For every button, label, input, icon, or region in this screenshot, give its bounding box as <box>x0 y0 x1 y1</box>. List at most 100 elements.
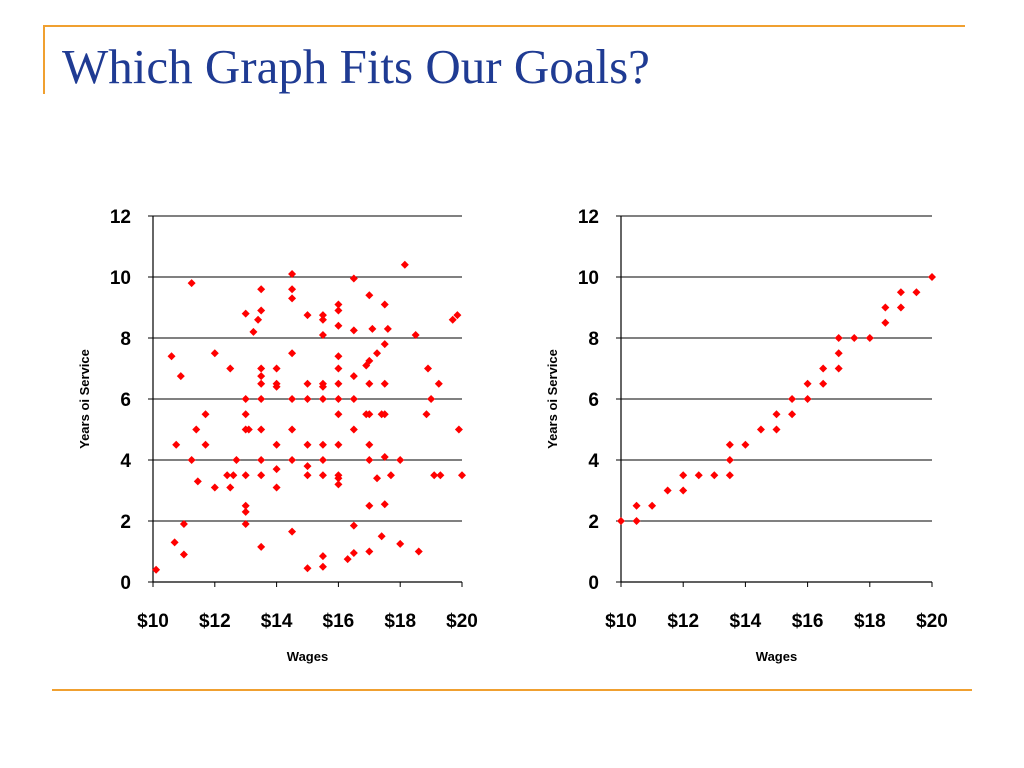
data-point <box>373 474 382 483</box>
x-tick-label: $20 <box>916 611 948 632</box>
data-point <box>303 379 312 388</box>
data-point <box>414 547 423 556</box>
data-point <box>365 356 374 365</box>
data-point <box>365 440 374 449</box>
data-point <box>303 395 312 403</box>
data-point <box>380 452 389 461</box>
data-point <box>912 288 921 297</box>
data-point <box>819 379 828 388</box>
data-point <box>453 311 462 320</box>
data-point <box>334 440 343 449</box>
data-point <box>241 507 250 516</box>
y-tick-label: 6 <box>120 390 131 411</box>
data-point <box>896 288 905 297</box>
data-point <box>201 440 210 449</box>
y-tick-label: 4 <box>120 451 131 472</box>
data-point <box>349 326 358 335</box>
data-point <box>241 309 250 318</box>
x-tick-label: $16 <box>323 611 355 632</box>
data-point <box>850 334 859 342</box>
data-point <box>187 279 196 288</box>
data-point <box>257 542 266 551</box>
data-point <box>679 471 688 480</box>
x-tick-label: $16 <box>792 611 824 632</box>
data-point <box>303 311 312 320</box>
data-point <box>223 471 232 480</box>
data-point <box>272 483 281 492</box>
data-point <box>881 318 890 327</box>
data-point <box>632 517 641 525</box>
data-point <box>334 300 343 309</box>
data-point <box>368 324 377 333</box>
data-point <box>334 379 343 388</box>
x-tick-label: $10 <box>137 611 169 632</box>
data-point <box>865 334 874 342</box>
data-point <box>318 471 327 480</box>
y-tick-label: 8 <box>120 329 131 350</box>
data-point <box>430 471 439 480</box>
data-point <box>257 471 266 480</box>
data-point <box>318 315 327 324</box>
data-point <box>334 395 343 403</box>
data-point <box>241 395 250 403</box>
data-point <box>803 379 812 388</box>
data-point <box>725 440 734 449</box>
y-tick-label: 8 <box>588 329 599 350</box>
data-point <box>288 527 297 536</box>
data-point <box>257 372 266 381</box>
data-point <box>772 410 781 419</box>
data-point <box>632 501 641 510</box>
data-point <box>172 440 181 449</box>
data-point <box>303 440 312 449</box>
data-point <box>365 456 374 464</box>
data-point <box>334 410 343 419</box>
x-tick-label: $18 <box>384 611 416 632</box>
data-point <box>288 294 297 303</box>
data-point <box>694 471 703 480</box>
data-point <box>318 395 327 403</box>
data-point <box>170 538 179 547</box>
data-point <box>365 291 374 300</box>
data-point <box>210 483 219 492</box>
data-point <box>176 372 185 381</box>
data-point <box>152 565 161 574</box>
data-point <box>241 520 250 529</box>
data-point <box>365 410 374 419</box>
data-point <box>334 306 343 315</box>
data-point <box>226 483 235 492</box>
data-point <box>349 274 358 283</box>
data-point <box>257 395 266 403</box>
data-point <box>318 330 327 339</box>
data-point <box>349 372 358 381</box>
data-point <box>380 379 389 388</box>
data-point <box>380 340 389 349</box>
x-tick-label: $20 <box>446 611 478 632</box>
data-point <box>288 425 297 434</box>
data-point <box>663 486 672 495</box>
data-point <box>179 520 188 529</box>
data-point <box>349 549 358 558</box>
data-point <box>396 539 405 548</box>
data-point <box>928 273 936 281</box>
data-point <box>167 352 176 361</box>
y-tick-label: 4 <box>588 451 599 472</box>
y-tick-label: 6 <box>588 390 599 411</box>
data-point <box>458 471 466 480</box>
data-point <box>226 364 235 373</box>
data-point <box>318 456 327 464</box>
data-point <box>318 562 327 571</box>
data-point <box>427 395 436 403</box>
data-point <box>288 285 297 294</box>
data-point <box>249 327 258 336</box>
data-point <box>365 501 374 510</box>
x-axis-title: Wages <box>287 649 328 664</box>
data-point <box>422 410 431 419</box>
data-point <box>679 486 688 495</box>
data-point <box>434 379 443 388</box>
data-point <box>187 456 196 464</box>
data-point <box>803 395 812 403</box>
data-point <box>834 334 843 342</box>
data-point <box>272 465 281 474</box>
y-tick-label: 2 <box>588 512 599 533</box>
data-point <box>436 471 445 480</box>
